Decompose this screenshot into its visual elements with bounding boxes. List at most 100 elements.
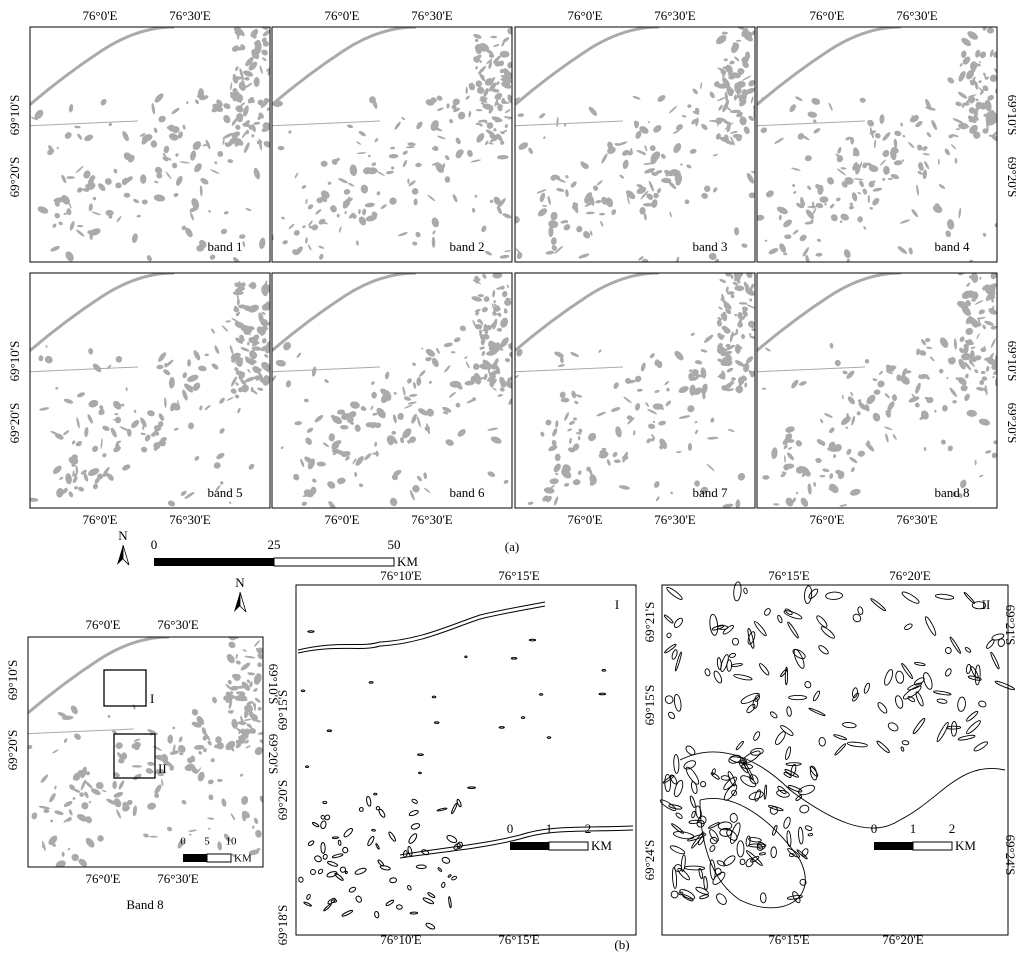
rock-patch	[491, 303, 496, 314]
rock-patch	[689, 148, 697, 154]
rock-patch	[726, 121, 731, 133]
rock-patch	[246, 700, 253, 706]
rock-patch	[232, 290, 244, 296]
rock-patch	[390, 435, 398, 444]
rock-patch	[506, 284, 509, 288]
rock-patch	[244, 376, 256, 383]
rock-patch	[724, 91, 729, 103]
rock-patch	[716, 96, 726, 102]
rock-patch	[236, 298, 240, 306]
rock-patch	[207, 740, 212, 746]
rock-outline	[786, 706, 792, 717]
rock-patch	[61, 174, 67, 184]
lon-label: 76°0'E	[568, 8, 603, 23]
scale-label: 50	[388, 537, 401, 552]
rock-patch	[195, 99, 199, 105]
rock-patch	[687, 405, 695, 413]
rock-patch	[68, 809, 73, 816]
rock-patch	[497, 104, 503, 112]
rock-patch	[816, 238, 822, 242]
rock-patch	[795, 96, 803, 102]
rock-outline	[743, 587, 748, 595]
rock-patch	[947, 77, 955, 84]
rock-patch	[982, 85, 989, 92]
rock-patch	[742, 310, 748, 317]
rock-patch	[189, 833, 192, 836]
rock-patch	[61, 851, 65, 857]
rock-patch	[515, 248, 522, 255]
rock-patch	[505, 69, 512, 79]
rock-patch	[338, 178, 348, 184]
rock-patch	[543, 487, 555, 494]
rock-patch	[553, 496, 559, 506]
rock-patch	[254, 375, 260, 381]
rock-patch	[555, 420, 559, 428]
rock-patch	[725, 286, 729, 293]
rock-patch	[203, 748, 207, 753]
rock-patch	[77, 133, 83, 140]
rock-patch	[849, 488, 861, 496]
rock-patch	[959, 63, 963, 67]
rock-outline	[970, 666, 979, 679]
rock-patch	[248, 463, 255, 470]
rock-patch	[76, 417, 80, 429]
rock-patch	[256, 647, 263, 654]
rock-patch	[991, 364, 997, 371]
rock-patch	[207, 827, 211, 830]
rock-patch	[965, 316, 973, 325]
rock-patch	[242, 241, 246, 248]
rock-patch	[882, 177, 886, 181]
rock-patch	[405, 146, 415, 149]
rock-patch	[844, 177, 854, 185]
rock-patch	[216, 742, 224, 750]
rock-patch	[952, 400, 957, 404]
rock-patch	[596, 180, 603, 186]
rock-patch	[764, 239, 768, 242]
rock-outline	[936, 721, 949, 743]
rock-patch	[106, 364, 112, 370]
rock-patch	[504, 124, 508, 128]
rock-outline	[754, 789, 761, 802]
rock-patch	[244, 82, 253, 89]
rock-patch	[212, 696, 217, 704]
rock-patch	[788, 446, 793, 450]
rock-patch	[95, 781, 104, 790]
rock-patch	[743, 33, 753, 42]
rock-outline	[714, 867, 722, 876]
lon-label: 76°30'E	[896, 8, 938, 23]
rock-patch	[974, 322, 982, 327]
rock-patch	[541, 205, 548, 207]
rock-outline	[966, 710, 979, 722]
rock-outline	[343, 828, 353, 838]
rock-patch	[640, 190, 649, 200]
rock-patch	[942, 404, 948, 412]
rock-patch	[606, 459, 611, 466]
rock-outline	[966, 720, 981, 735]
rock-patch	[864, 404, 870, 412]
rock-outline	[704, 668, 711, 677]
rock-patch	[674, 350, 684, 361]
rock-patch	[153, 745, 162, 751]
rock-patch	[565, 189, 569, 197]
rock-patch	[636, 186, 647, 195]
rock-outline	[408, 810, 419, 817]
rock-patch	[66, 176, 76, 179]
rock-patch	[664, 381, 670, 386]
rock-patch	[970, 320, 976, 325]
rock-patch	[963, 346, 969, 354]
rock-patch	[921, 339, 927, 346]
rock-patch	[388, 154, 399, 159]
rock-patch	[444, 176, 451, 183]
rock-patch	[598, 212, 606, 216]
coast	[757, 273, 902, 352]
rock-patch	[251, 341, 260, 347]
rock-patch	[199, 185, 203, 197]
rock-patch	[230, 82, 233, 91]
rock-patch	[493, 300, 496, 304]
rock-patch	[686, 164, 692, 169]
rock-outline	[670, 890, 679, 899]
rock-patch	[277, 145, 285, 151]
rock-patch	[371, 162, 377, 166]
rock-patch	[975, 49, 981, 58]
rock-patch	[937, 158, 940, 166]
